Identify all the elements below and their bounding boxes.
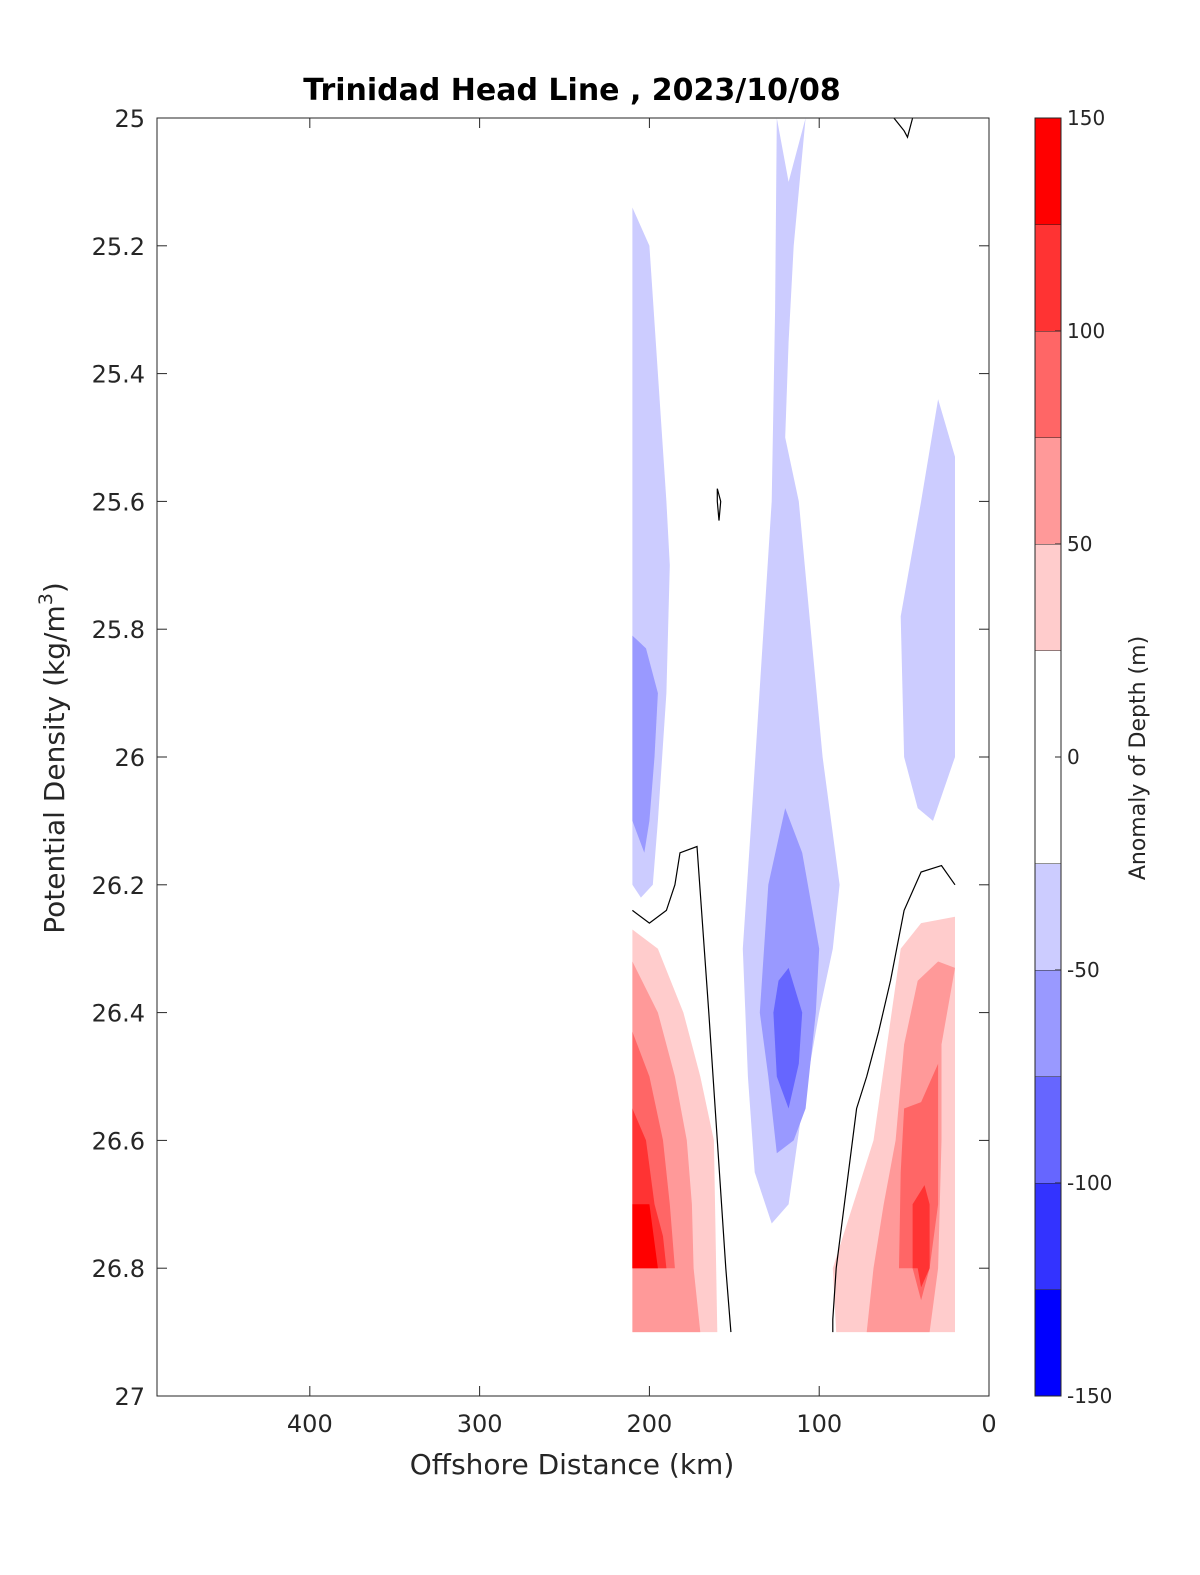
colorbar-band — [1035, 331, 1061, 438]
contour-line-zero-contour-east — [832, 864, 956, 1333]
x-tick-label: 300 — [457, 1410, 503, 1438]
colorbar-tick-label: 0 — [1067, 745, 1080, 769]
y-axis-label-main: Potential Density (kg/m — [38, 605, 71, 934]
x-tick-label: 200 — [627, 1410, 673, 1438]
y-axis-label-close: ) — [38, 582, 71, 593]
y-tick-label: 25.4 — [92, 361, 145, 389]
contour-line-zero-contour-top — [893, 117, 914, 139]
y-tick-label: 26.2 — [92, 872, 145, 900]
colorbar-band — [1035, 544, 1061, 651]
x-tick-label: 100 — [796, 1410, 842, 1438]
y-tick-label: 26.4 — [92, 1000, 145, 1028]
colorbar-tick-label: 50 — [1067, 532, 1092, 556]
y-tick-label: 25.6 — [92, 488, 145, 516]
contour-region-neg-west-50 — [632, 635, 658, 853]
plot-background — [157, 118, 989, 1396]
y-tick-label: 27 — [114, 1383, 145, 1411]
y-tick-label: 25.2 — [92, 233, 145, 261]
contour-line-zero-contour-west — [632, 845, 732, 1333]
contour-line-zero-contour-small — [716, 488, 722, 521]
plot-area: 400 300 200 100 0 25 25.2 25.4 25.6 25.8 26 26.2 26.… — [92, 105, 997, 1438]
y-tick-label: 26.6 — [92, 1127, 145, 1155]
colorbar-band — [1035, 118, 1061, 225]
contour-region-pos-west-125 — [632, 1204, 667, 1269]
colorbar-band — [1035, 224, 1061, 331]
y-axis-label-superscript: 3 — [35, 593, 57, 605]
contour-fill-layer — [632, 118, 955, 1333]
x-tick-label: 0 — [981, 1410, 996, 1438]
colorbar-tick-label: 150 — [1067, 106, 1105, 130]
colorbar-band — [1035, 437, 1061, 544]
colorbar-band — [1035, 1289, 1061, 1396]
colorbar-tick-label: -150 — [1067, 1384, 1112, 1408]
colorbar-tick-label: 100 — [1067, 319, 1105, 343]
colorbar-tick-label: -50 — [1067, 958, 1100, 982]
x-tick-label: 400 — [287, 1410, 333, 1438]
colorbar-ticks: 150 100 50 0 -50 -100 -150 — [1055, 106, 1112, 1408]
contour-region-pos-east-100 — [912, 1185, 930, 1288]
colorbar-tick-label: -100 — [1067, 1171, 1112, 1195]
colorbar-band — [1035, 1183, 1061, 1290]
y-tick-label: 26 — [114, 744, 145, 772]
colorbar-band — [1035, 1076, 1061, 1183]
y-tick-label: 25 — [114, 105, 145, 133]
contour-region-neg-center-75 — [773, 967, 803, 1109]
y-tick-label: 26.8 — [92, 1255, 145, 1283]
y-tick-label: 25.8 — [92, 616, 145, 644]
zero-contour-layer — [632, 117, 956, 1333]
colorbar-band — [1035, 970, 1061, 1077]
x-axis-label: Offshore Distance (km) — [410, 1448, 735, 1481]
chart-title: Trinidad Head Line , 2023/10/08 — [303, 73, 840, 108]
colorbar-label: Anomaly of Depth (m) — [1126, 636, 1151, 880]
y-axis-label: Potential Density (kg/m3) — [35, 582, 71, 934]
colorbar: 150 100 50 0 -50 -100 -150 Anomaly of Depth (m… — [1034, 106, 1151, 1408]
colorbar-bands — [1035, 117, 1061, 1396]
axis-ticks: 400 300 200 100 0 25 25.2 25.4 25.6 25.8 26 26.2 26.… — [92, 105, 997, 1438]
contour-region-neg-east-25 — [900, 399, 955, 821]
colorbar-band — [1035, 863, 1061, 970]
